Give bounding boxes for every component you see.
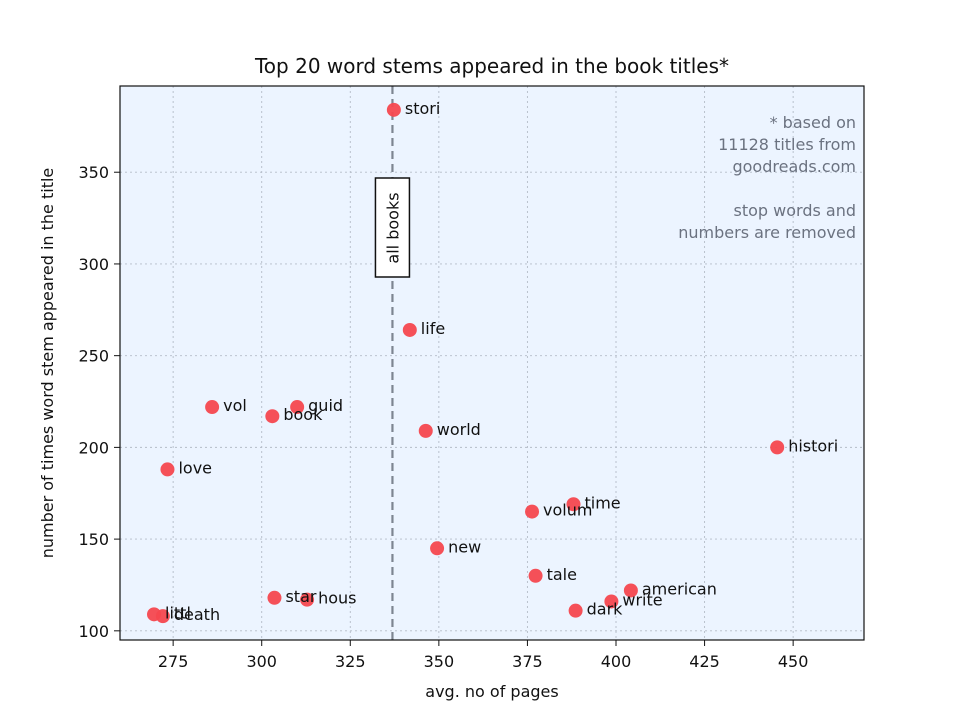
point-label: death: [174, 605, 220, 624]
plot-area: [120, 86, 864, 640]
y-tick-label: 200: [78, 438, 109, 457]
x-axis-title: avg. no of pages: [425, 682, 558, 701]
annotation-line: stop words and: [734, 201, 857, 220]
point-label: love: [178, 458, 212, 477]
point-label: histori: [788, 436, 838, 455]
x-axis-ticks: 275 300 325 350 375 400 425 450: [158, 640, 809, 671]
y-tick-label: 250: [78, 347, 109, 366]
x-tick-label: 425: [689, 652, 720, 671]
point-label: littl: [165, 603, 191, 622]
x-tick-label: 350: [424, 652, 455, 671]
data-point: [430, 541, 445, 556]
y-tick-label: 300: [78, 255, 109, 274]
y-tick-label: 350: [78, 163, 109, 182]
data-point: [300, 592, 315, 607]
point-label: volum: [543, 501, 592, 520]
x-tick-label: 300: [246, 652, 277, 671]
data-point: [402, 322, 417, 337]
point-label: guid: [308, 396, 343, 415]
annotation-line: numbers are removed: [678, 223, 856, 242]
data-point: [386, 102, 401, 117]
data-point: [267, 590, 282, 605]
x-tick-label: 400: [601, 652, 632, 671]
point-label: hous: [318, 589, 356, 608]
annotation-line: 11128 titles from: [718, 135, 856, 154]
data-points: [147, 102, 785, 624]
point-label: world: [437, 420, 481, 439]
data-point: [155, 609, 170, 624]
data-point: [418, 423, 433, 438]
x-tick-label: 450: [778, 652, 809, 671]
point-label: dark: [587, 600, 624, 619]
data-point: [604, 594, 619, 609]
y-tick-label: 100: [78, 622, 109, 641]
data-point: [623, 583, 638, 598]
data-point: [205, 400, 220, 415]
chart-title: Top 20 word stems appeared in the book t…: [254, 54, 729, 78]
point-label: new: [448, 537, 481, 556]
data-point: [265, 409, 280, 424]
annotation-line: * based on: [770, 113, 856, 132]
plot-frame: [119, 85, 865, 641]
data-point: [770, 440, 785, 455]
reference-line-label-box: [374, 177, 411, 278]
point-label: tale: [547, 565, 577, 584]
data-point: [568, 603, 583, 618]
annotation-note: * based on 11128 titles from goodreads.co…: [678, 113, 856, 242]
x-tick-label: 275: [158, 652, 189, 671]
point-label: time: [584, 493, 620, 512]
data-point: [290, 400, 305, 415]
data-point: [566, 497, 581, 512]
y-axis-ticks: 100 150 200 250 300 350: [78, 163, 120, 641]
y-axis-title: number of times word stem appeared in th…: [38, 168, 57, 559]
point-label: vol: [223, 396, 247, 415]
point-label: american: [642, 579, 717, 598]
point-label: life: [421, 319, 445, 338]
point-label: book: [283, 405, 323, 424]
data-point: [525, 504, 540, 519]
reference-line-label: all books: [383, 192, 402, 263]
annotation-line: goodreads.com: [732, 157, 856, 176]
point-label: stori: [405, 99, 440, 118]
data-point: [528, 568, 543, 583]
x-tick-label: 325: [335, 652, 366, 671]
point-label: star: [285, 587, 316, 606]
data-point: [160, 462, 175, 477]
x-tick-label: 375: [512, 652, 543, 671]
point-label: write: [622, 590, 662, 609]
y-tick-label: 150: [78, 530, 109, 549]
reference-line-group: all books: [374, 86, 411, 640]
